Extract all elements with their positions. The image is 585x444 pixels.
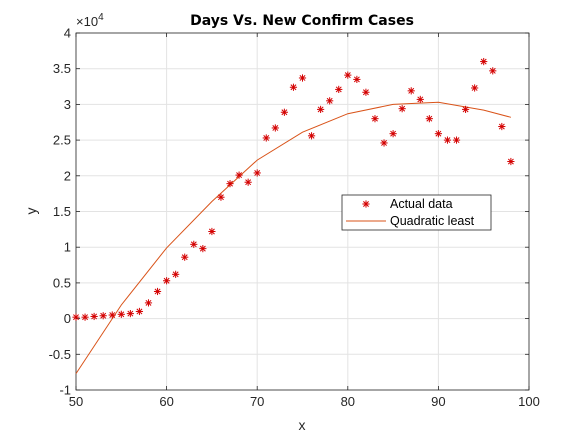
data-point: [289, 83, 298, 91]
x-tick-label: 80: [341, 394, 355, 409]
legend-asterisk: [362, 200, 370, 208]
ticks: 50 60 70 80 90 100 -1 -0.5 0 0.5 1 1.5 2 2.5 3 3.5 4: [49, 26, 540, 410]
data-point: [163, 277, 171, 285]
data-point: [172, 270, 180, 278]
data-point: [244, 178, 252, 186]
quadratic-fit-line: [75, 101, 512, 374]
y-tick-label: 2.5: [53, 133, 71, 148]
data-point: [253, 169, 261, 177]
data-point: [362, 88, 370, 96]
data-point: [126, 310, 134, 318]
data-point: [117, 310, 125, 318]
data-point: [271, 124, 279, 132]
data-point: [326, 97, 334, 105]
data-point: [90, 312, 98, 321]
data-point: [307, 132, 316, 140]
y-exponent-base: ×10: [76, 14, 98, 29]
data-point: [443, 136, 452, 144]
data-point: [498, 122, 506, 131]
data-point: [461, 105, 470, 113]
legend: Actual data Quadratic least: [341, 194, 492, 231]
data-point: [144, 299, 153, 307]
y-tick-label: 0.5: [53, 275, 71, 290]
y-axis-label: y: [23, 208, 39, 215]
data-point: [190, 240, 198, 248]
data-point: [108, 311, 116, 319]
legend-box: [341, 194, 492, 231]
data-point: [298, 74, 307, 82]
y-exponent-power: 4: [98, 12, 104, 23]
legend-marker-actual: [362, 200, 370, 208]
y-tick-label: -1: [59, 383, 71, 398]
y-tick-label: 1: [64, 240, 71, 255]
fit-line-layer: [75, 101, 512, 374]
data-point: [317, 105, 325, 113]
data-point: [434, 130, 442, 138]
data-point: [489, 67, 497, 75]
data-point: [199, 245, 207, 253]
data-points-layer: [72, 57, 515, 321]
x-tick-label: 60: [159, 394, 173, 409]
data-point: [371, 115, 379, 123]
data-point: [135, 307, 144, 316]
y-tick-label: 3: [64, 97, 71, 112]
y-tick-label: 1.5: [53, 204, 71, 219]
data-point: [335, 85, 343, 94]
x-axis-label: x: [299, 417, 306, 433]
data-point: [181, 253, 189, 261]
x-tick-label: 90: [431, 394, 445, 409]
legend-label-actual: Actual data: [390, 197, 453, 211]
x-tick-label: 50: [69, 394, 83, 409]
data-point: [262, 134, 270, 142]
data-point: [507, 157, 515, 166]
x-tick-label: 70: [250, 394, 264, 409]
data-point: [452, 136, 461, 144]
y-tick-label: 2: [64, 168, 71, 183]
data-point: [235, 171, 243, 179]
data-point: [389, 130, 397, 138]
y-exponent-label: ×104: [76, 12, 104, 29]
data-point: [217, 193, 225, 201]
data-point: [471, 84, 479, 92]
data-point: [480, 57, 488, 66]
data-point: [407, 87, 415, 95]
data-point: [208, 227, 216, 236]
data-point: [99, 312, 107, 320]
y-tick-label: 4: [64, 26, 71, 41]
data-point: [226, 180, 234, 188]
data-point: [280, 108, 288, 116]
data-point: [380, 139, 388, 147]
data-point: [398, 105, 406, 113]
data-point: [81, 313, 89, 321]
data-point: [416, 95, 424, 104]
grid: [75, 32, 530, 391]
x-tick-label: 100: [518, 394, 540, 409]
data-point: [425, 115, 433, 123]
y-tick-label: -0.5: [49, 347, 71, 362]
y-tick-label: 3.5: [53, 61, 71, 76]
y-tick-label: 0: [64, 311, 71, 326]
legend-label-quadratic: Quadratic least: [390, 214, 475, 228]
data-point: [344, 71, 352, 79]
data-point: [153, 287, 162, 296]
data-point: [72, 313, 80, 321]
chart-title: Days Vs. New Confirm Cases: [190, 13, 414, 29]
data-point: [353, 75, 361, 84]
